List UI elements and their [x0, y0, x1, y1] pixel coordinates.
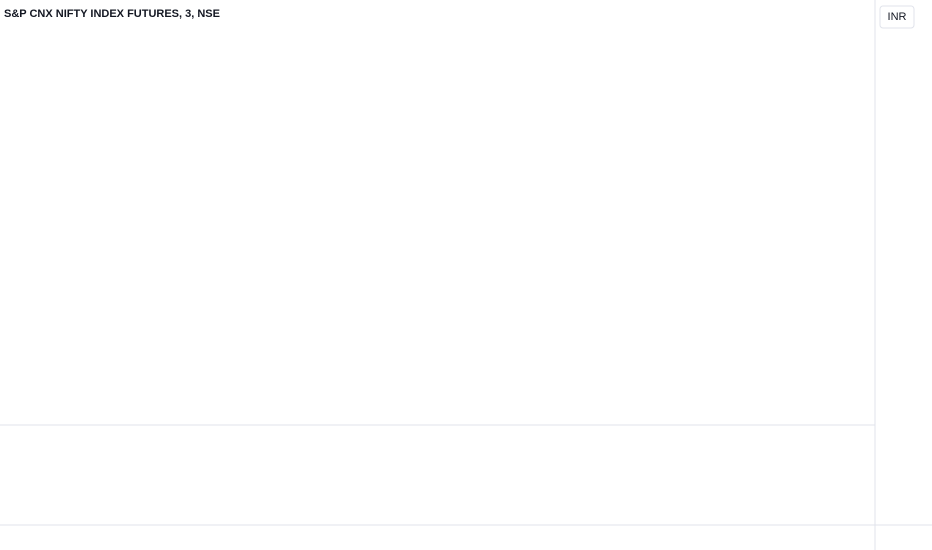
- currency[interactable]: INR: [888, 11, 907, 23]
- currency-box[interactable]: [879, 5, 915, 29]
- chart-title: S&P CNX NIFTY INDEX FUTURES, 3, NSE: [4, 8, 220, 20]
